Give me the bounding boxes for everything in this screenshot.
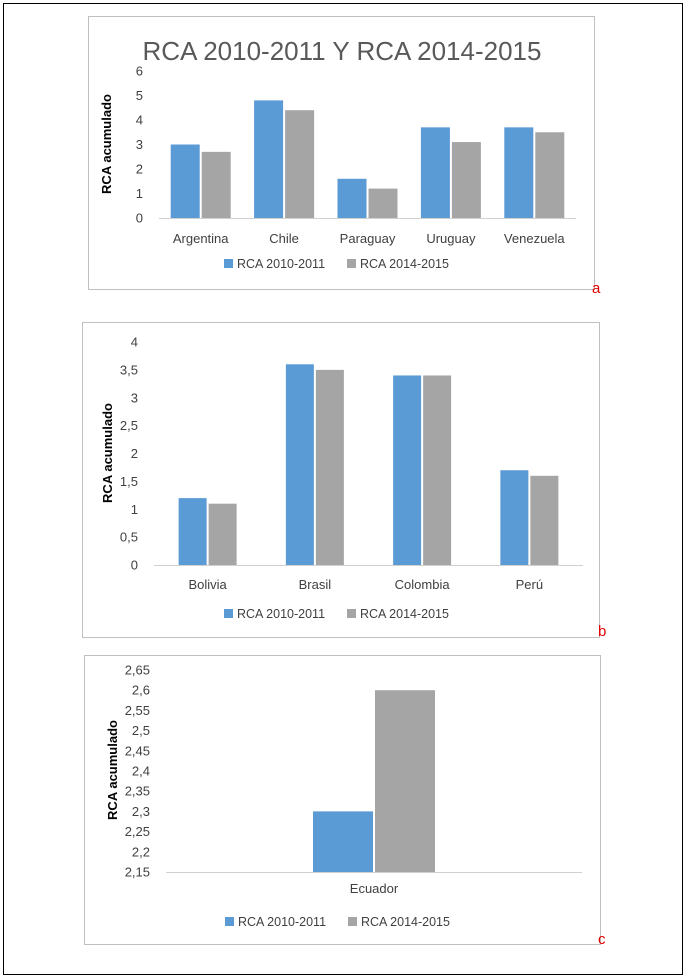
legend-label-series-2: RCA 2014-2015 <box>360 607 449 621</box>
bar-bolivia-series-1 <box>178 498 207 565</box>
legend-label-series-2: RCA 2014-2015 <box>361 915 450 929</box>
y-tick-label: 0 <box>136 211 143 226</box>
bar-bolivia-series-2 <box>208 503 237 565</box>
y-tick-label: 4 <box>136 113 143 128</box>
y-tick-label: 1 <box>136 186 143 201</box>
y-tick-label: 2,25 <box>125 824 150 839</box>
bar-perú-series-2 <box>530 475 559 565</box>
y-tick-label: 2,45 <box>125 743 150 758</box>
bar-ecuador-series-1 <box>313 811 373 872</box>
legend-swatch-series-2 <box>348 917 357 926</box>
bar-chile-series-2 <box>285 110 315 218</box>
bar-uruguay-series-1 <box>420 127 450 218</box>
x-category-label: Chile <box>269 231 299 246</box>
chart-b-svg: RCA acumulado 0 0,5 1 1,5 2 2,5 3 3,5 4 Bolivia Bra… <box>100 335 583 621</box>
y-tick-label: 2,65 <box>125 663 150 678</box>
x-category-label: Venezuela <box>504 231 565 246</box>
legend-label-series-1: RCA 2010-2011 <box>238 915 326 929</box>
y-tick-label: 5 <box>136 88 143 103</box>
panel-label-a: a <box>592 280 601 297</box>
y-tick-label: 2,15 <box>125 865 150 880</box>
bar-venezuela-series-2 <box>535 132 565 218</box>
x-category-label: Uruguay <box>426 231 476 246</box>
y-axis-label: RCA acumulado <box>99 94 114 194</box>
x-category-label: Colombia <box>395 577 451 592</box>
legend-label-series-1: RCA 2010-2011 <box>237 257 325 271</box>
x-category-label: Brasil <box>299 577 332 592</box>
y-tick-label: 2,2 <box>132 844 150 859</box>
y-tick-label: 2,55 <box>125 703 150 718</box>
legend-swatch-series-2 <box>347 609 356 618</box>
panel-label-c: c <box>598 931 606 948</box>
chart-panel-a: RCA 2010-2011 Y RCA 2014-2015 RCA acumula… <box>88 16 595 290</box>
chart-c-svg: RCA acumulado 2,15 2,2 2,25 2,3 2,35 2,4 2,45 2,… <box>105 663 582 929</box>
chart-panel-c: RCA acumulado 2,15 2,2 2,25 2,3 2,35 2,4 2,45 2,… <box>84 655 601 945</box>
y-tick-label: 2,6 <box>132 683 150 698</box>
bar-paraguay-series-2 <box>368 188 398 218</box>
y-tick-label: 3 <box>131 390 138 405</box>
chart-title: RCA 2010-2011 Y RCA 2014-2015 <box>143 36 542 66</box>
y-axis-label: RCA acumulado <box>100 403 115 503</box>
x-category-label: Paraguay <box>340 231 396 246</box>
x-category-label: Argentina <box>173 231 229 246</box>
bar-argentina-series-2 <box>201 151 231 218</box>
y-axis-label: RCA acumulado <box>105 720 120 820</box>
y-tick-label: 2 <box>131 446 138 461</box>
chart-a-svg: RCA 2010-2011 Y RCA 2014-2015 RCA acumula… <box>99 36 576 271</box>
y-tick-label: 2,5 <box>120 418 138 433</box>
bar-perú-series-1 <box>500 470 529 565</box>
bar-brasil-series-2 <box>315 369 344 565</box>
y-tick-label: 2,4 <box>132 764 150 779</box>
legend-label-series-2: RCA 2014-2015 <box>360 257 449 271</box>
bar-brasil-series-1 <box>285 364 314 565</box>
x-category-label: Perú <box>516 577 543 592</box>
x-category-label: Bolivia <box>188 577 227 592</box>
legend-label-series-1: RCA 2010-2011 <box>237 607 325 621</box>
bar-colombia-series-1 <box>393 375 422 565</box>
bar-argentina-series-1 <box>170 144 200 218</box>
y-tick-label: 2,5 <box>132 723 150 738</box>
y-tick-label: 6 <box>136 64 143 79</box>
bar-venezuela-series-1 <box>504 127 534 218</box>
legend-swatch-series-1 <box>225 917 234 926</box>
y-tick-label: 3,5 <box>120 362 138 377</box>
y-tick-label: 0 <box>131 558 138 573</box>
legend-swatch-series-2 <box>347 259 356 268</box>
y-tick-label: 2,35 <box>125 784 150 799</box>
figure-frame <box>3 3 683 975</box>
bar-chile-series-1 <box>254 100 284 218</box>
chart-panel-b: RCA acumulado 0 0,5 1 1,5 2 2,5 3 3,5 4 Bolivia Bra… <box>82 322 600 638</box>
x-category-label: Ecuador <box>350 881 399 896</box>
bar-ecuador-series-2 <box>375 690 435 872</box>
legend-swatch-series-1 <box>224 609 233 618</box>
panel-label-b: b <box>598 623 607 640</box>
y-tick-label: 1 <box>131 502 138 517</box>
y-tick-label: 2 <box>136 162 143 177</box>
bar-uruguay-series-2 <box>451 142 481 218</box>
bar-colombia-series-2 <box>423 375 452 565</box>
y-tick-label: 1,5 <box>120 474 138 489</box>
y-tick-label: 3 <box>136 137 143 152</box>
legend-swatch-series-1 <box>224 259 233 268</box>
bar-paraguay-series-1 <box>337 178 367 218</box>
y-tick-label: 0,5 <box>120 530 138 545</box>
y-tick-label: 2,3 <box>132 804 150 819</box>
y-tick-label: 4 <box>131 335 138 350</box>
